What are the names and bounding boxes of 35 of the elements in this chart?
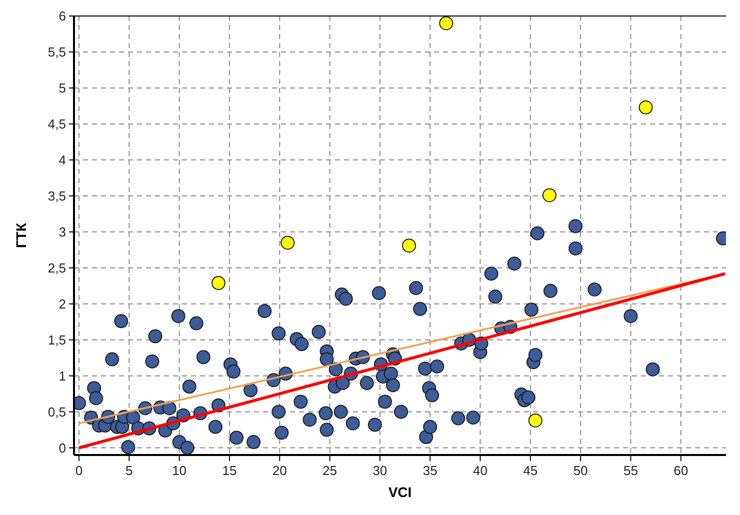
x-tick-label: 55: [623, 463, 638, 478]
y-tick-label: 5: [58, 80, 66, 96]
y-tick-label: 2: [58, 296, 66, 312]
point: [211, 276, 226, 290]
x-tick-label: 25: [322, 463, 338, 478]
x-tick-label: 5: [126, 463, 133, 478]
y-tick-label: 6: [58, 8, 66, 24]
x-tick-label: 0: [75, 463, 83, 478]
x-tick-label: 20: [272, 463, 287, 478]
y-tick-label: 2,5: [48, 260, 66, 276]
y-axis-title: ГТК: [13, 222, 29, 248]
x-axis-title: VCI: [388, 484, 412, 500]
y-tick-label: 0: [58, 440, 66, 456]
x-tick-label: 60: [674, 463, 688, 478]
x-tick-label: 30: [372, 463, 388, 478]
y-tick-label: 1: [58, 368, 66, 384]
point: [402, 238, 416, 253]
point: [542, 188, 556, 202]
y-tick-label: 4,5: [48, 116, 66, 132]
x-tick-label: 40: [473, 463, 488, 478]
x-tick-label: 35: [422, 463, 438, 478]
point: [280, 236, 295, 250]
x-tick-label: 15: [222, 463, 237, 478]
point: [638, 100, 653, 114]
y-tick-label: 1,5: [48, 332, 66, 348]
point: [439, 16, 454, 30]
point: [528, 413, 542, 428]
x-tick-label: 50: [573, 463, 588, 478]
y-tick-label: 3,5: [48, 188, 66, 204]
x-tick-label: 45: [523, 463, 538, 478]
y-tick-label: 4: [58, 152, 66, 168]
y-tick-label: 3: [58, 224, 66, 240]
y-tick-label: 5,5: [48, 44, 66, 60]
x-tick-label: 10: [172, 463, 187, 478]
y-tick-label: 0,5: [48, 404, 66, 420]
